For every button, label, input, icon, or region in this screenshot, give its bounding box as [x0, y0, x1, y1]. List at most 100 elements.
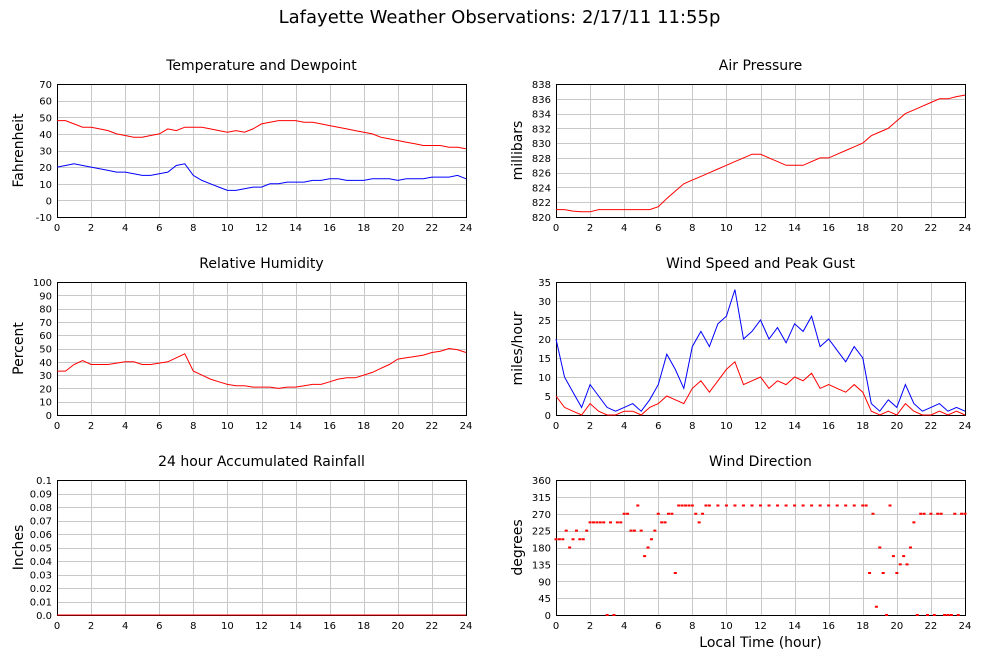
data-point	[707, 504, 711, 507]
x-tick-label: 14	[788, 421, 801, 432]
data-point	[885, 614, 889, 616]
x-tick-label: 18	[357, 621, 370, 632]
data-point	[759, 504, 762, 507]
data-point	[701, 512, 705, 515]
x-tick-label: 18	[357, 223, 370, 234]
data-point	[646, 546, 650, 549]
data-point	[912, 521, 916, 524]
y-tick-label: 60	[39, 97, 52, 108]
data-point	[881, 572, 885, 574]
x-tick-label: 16	[822, 621, 835, 632]
y-axis-label: Inches	[11, 525, 27, 570]
x-tick-label: 8	[190, 421, 196, 432]
y-tick-label: 0.07	[30, 517, 52, 528]
y-tick-label: 0.05	[30, 544, 52, 555]
x-tick-label: 24	[959, 421, 972, 432]
data-point	[827, 504, 831, 507]
chart-title: Wind Speed and Peak Gust	[666, 256, 855, 272]
x-tick-label: 16	[323, 621, 336, 632]
data-point	[915, 614, 919, 616]
y-tick-label: 20	[39, 384, 52, 395]
data-point	[680, 504, 684, 507]
series-line-0	[555, 289, 966, 412]
x-tick-label: 8	[689, 621, 695, 632]
data-point	[574, 529, 578, 532]
data-point	[932, 614, 936, 616]
data-point	[905, 563, 909, 566]
data-point	[643, 555, 647, 558]
y-tick-label: 30	[39, 147, 52, 158]
y-tick-label: 20	[538, 335, 551, 346]
y-tick-label: 832	[532, 124, 551, 135]
data-point	[626, 512, 630, 515]
x-tick-label: 22	[925, 421, 938, 432]
data-point	[622, 512, 626, 515]
data-point	[663, 521, 667, 524]
y-tick-label: 0.1	[36, 476, 52, 487]
data-point	[878, 546, 882, 549]
data-point	[793, 504, 797, 507]
chart-title: Air Pressure	[719, 58, 802, 74]
data-point	[818, 504, 822, 507]
x-tick-label: 2	[88, 621, 94, 632]
x-tick-label: 4	[621, 621, 627, 632]
y-tick-label: 30	[39, 371, 52, 382]
x-tick-label: 20	[391, 621, 404, 632]
data-point	[953, 512, 957, 515]
data-point	[687, 504, 691, 507]
data-point	[684, 504, 688, 507]
x-tick-label: 10	[720, 223, 733, 234]
x-tick-label: 8	[190, 223, 196, 234]
data-point	[564, 529, 568, 532]
data-point	[919, 512, 923, 515]
data-point	[639, 529, 643, 532]
series-line-0	[57, 120, 467, 150]
data-point	[673, 572, 677, 574]
data-point	[653, 529, 657, 532]
data-point	[868, 572, 872, 574]
data-point	[784, 504, 788, 507]
y-tick-label: 830	[532, 139, 551, 150]
y-tick-label: 80	[39, 305, 52, 316]
x-tick-label: 0	[553, 621, 559, 632]
x-tick-label: 2	[587, 421, 593, 432]
y-axis-label: Percent	[11, 322, 27, 375]
data-point	[724, 504, 728, 507]
x-tick-label: 24	[959, 223, 972, 234]
x-tick-label: 20	[391, 421, 404, 432]
x-tick-label: 2	[587, 621, 593, 632]
x-tick-label: 18	[856, 421, 869, 432]
data-point	[891, 555, 895, 558]
x-tick-label: 10	[221, 223, 234, 234]
series-line-1	[56, 163, 467, 191]
y-tick-label: 820	[532, 213, 551, 224]
data-point	[677, 504, 681, 507]
data-point	[697, 521, 701, 524]
x-tick-label: 16	[323, 223, 336, 234]
data-point	[561, 538, 565, 541]
data-point	[609, 521, 613, 524]
data-point	[612, 614, 616, 616]
x-tick-label: 20	[890, 223, 903, 234]
data-point	[585, 529, 589, 532]
x-tick-label: 6	[655, 223, 661, 234]
x-tick-label: 8	[190, 621, 196, 632]
data-point	[591, 521, 595, 524]
data-point	[895, 572, 899, 574]
data-point	[629, 529, 633, 532]
data-point	[936, 512, 940, 515]
y-tick-label: 0.08	[30, 503, 52, 514]
data-point	[861, 504, 865, 507]
y-tick-label: 315	[532, 493, 551, 504]
y-tick-label: 35	[538, 278, 551, 289]
data-point	[595, 521, 599, 524]
x-tick-label: 8	[689, 223, 695, 234]
data-point	[554, 538, 558, 541]
data-point	[578, 538, 582, 541]
y-tick-label: 10	[39, 398, 52, 409]
y-axis-label: miles/hour	[510, 311, 526, 385]
data-point	[898, 563, 902, 566]
data-point	[810, 504, 814, 507]
x-tick-label: 4	[621, 421, 627, 432]
